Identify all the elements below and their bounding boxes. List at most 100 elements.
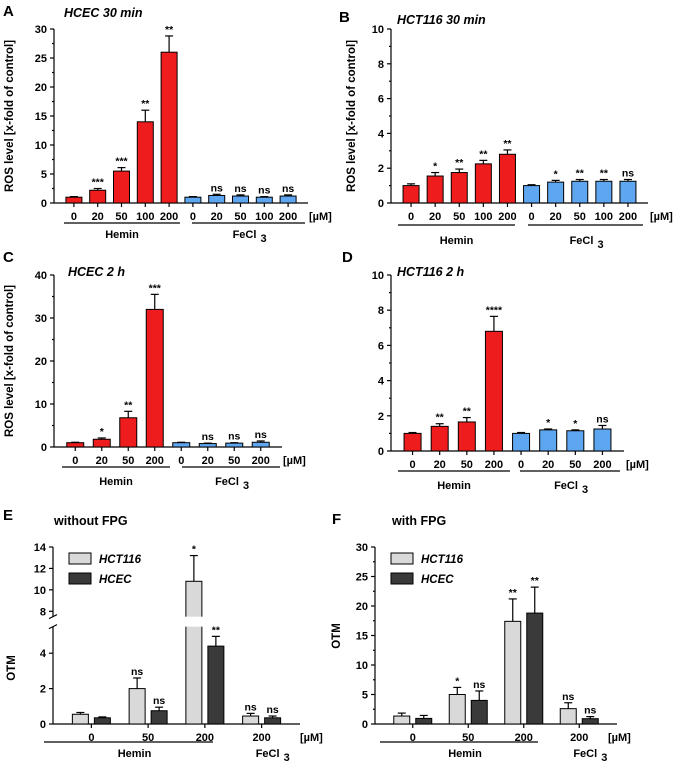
group-label-fecl3: FeCl (570, 235, 594, 247)
group-label-hemin: Hemin (448, 748, 482, 760)
y-tick-label: 4 (40, 648, 47, 660)
y-tick-label: 20 (35, 82, 47, 94)
bar (619, 180, 637, 204)
x-tick-label: 200 (570, 732, 588, 744)
bar (66, 442, 85, 448)
bar-hct116 (504, 620, 522, 725)
x-tick-label: 0 (528, 211, 534, 223)
x-tick-label: 200 (146, 455, 164, 467)
significance-label: ** (600, 168, 609, 180)
x-tick-label: 20 (429, 211, 441, 223)
legend-swatch-hcec (68, 572, 92, 585)
bar (426, 175, 444, 204)
unit-label: [µM] (626, 459, 649, 471)
panel-letter-f: F (332, 511, 341, 528)
y-tick-label: 4 (378, 376, 385, 388)
significance-label: ns (584, 705, 596, 717)
bar (450, 172, 468, 204)
group-label-fecl3: FeCl (554, 480, 578, 492)
significance-label: * (554, 168, 559, 180)
x-tick-label: 0 (410, 732, 416, 744)
y-tick-label: 10 (35, 140, 47, 152)
y-tick-label: 6 (378, 94, 384, 106)
bar (184, 196, 202, 204)
panel-letter-d: D (342, 249, 353, 266)
panel-letter-b: B (339, 9, 350, 26)
bar-hct116 (559, 708, 577, 725)
legend-label: HCEC (99, 574, 132, 586)
x-tick-label: 50 (115, 211, 127, 223)
group-label-fecl3: FeCl (233, 229, 257, 241)
bar (279, 195, 297, 204)
significance-label: ** (141, 98, 150, 110)
bar (539, 429, 558, 452)
y-tick-label: 0 (40, 719, 46, 731)
bar (119, 417, 138, 448)
y-tick-label: 12 (34, 563, 46, 575)
x-tick-label: 50 (122, 455, 134, 467)
significance-label: ns (244, 701, 256, 713)
bar (251, 441, 270, 448)
y-tick-label: 2 (378, 163, 384, 175)
unit-label: [µM] (309, 211, 332, 223)
significance-label: ns (131, 666, 143, 678)
bar (65, 196, 83, 204)
legend-label: HCEC (421, 574, 454, 586)
y-tick-label: 2 (378, 411, 384, 423)
panel-f-title: with FPG (391, 514, 446, 528)
y-tick-label: 5 (41, 169, 47, 181)
y-tick-label: 10 (34, 585, 46, 597)
legend-label: HCT116 (421, 554, 464, 566)
x-tick-label: 200 (160, 211, 178, 223)
x-tick-label: 100 (474, 211, 492, 223)
bar (225, 442, 244, 448)
significance-label: ** (463, 406, 472, 418)
axis-break-gap (184, 616, 203, 627)
y-axis-label: ROS level [x-fold of control] (4, 285, 16, 437)
y-tick-label: 30 (356, 542, 368, 554)
group-label-fecl3-subscript: 3 (582, 484, 588, 496)
y-tick-label: 0 (378, 198, 384, 210)
group-label-fecl3-subscript: 3 (243, 480, 249, 492)
significance-label: ns (234, 183, 246, 195)
y-tick-label: 0 (362, 719, 368, 731)
significance-label: ** (531, 575, 540, 587)
bar (89, 189, 107, 204)
y-tick-label: 40 (35, 270, 47, 282)
bar (160, 51, 178, 204)
group-label-hemin: Hemin (99, 476, 133, 488)
significance-label: ns (228, 431, 240, 443)
bar-hct116 (71, 713, 89, 725)
panel-letter-a: A (3, 3, 14, 20)
y-axis-label: OTM (6, 655, 18, 681)
y-tick-label: 0 (41, 198, 47, 210)
bar-hct116 (393, 715, 411, 725)
x-tick-label: 0 (178, 455, 184, 467)
x-tick-label: 20 (92, 211, 104, 223)
x-tick-label: 50 (234, 211, 246, 223)
bar (593, 428, 612, 452)
y-tick-label: 30 (35, 24, 47, 36)
bar (484, 330, 503, 452)
panel-c-title: HCEC 2 h (68, 265, 125, 279)
panel-letter-e: E (3, 507, 13, 524)
bar (402, 185, 420, 204)
unit-label: [µM] (608, 732, 631, 744)
x-tick-label: 100 (136, 211, 154, 223)
x-tick-label: 0 (88, 732, 94, 744)
x-tick-label: 0 (410, 459, 416, 471)
x-tick-label: 20 (542, 459, 554, 471)
bar (547, 181, 565, 204)
bar (474, 163, 492, 204)
group-label-hemin: Hemin (105, 229, 139, 241)
group-label-hemin: Hemin (118, 748, 152, 760)
bar-hcec (581, 718, 599, 725)
significance-label: ** (509, 587, 518, 599)
group-label-hemin: Hemin (440, 235, 474, 247)
x-tick-label: 20 (202, 455, 214, 467)
y-tick-label: 0 (378, 446, 384, 458)
y-tick-label: 8 (378, 59, 384, 71)
significance-label: ** (455, 157, 464, 169)
